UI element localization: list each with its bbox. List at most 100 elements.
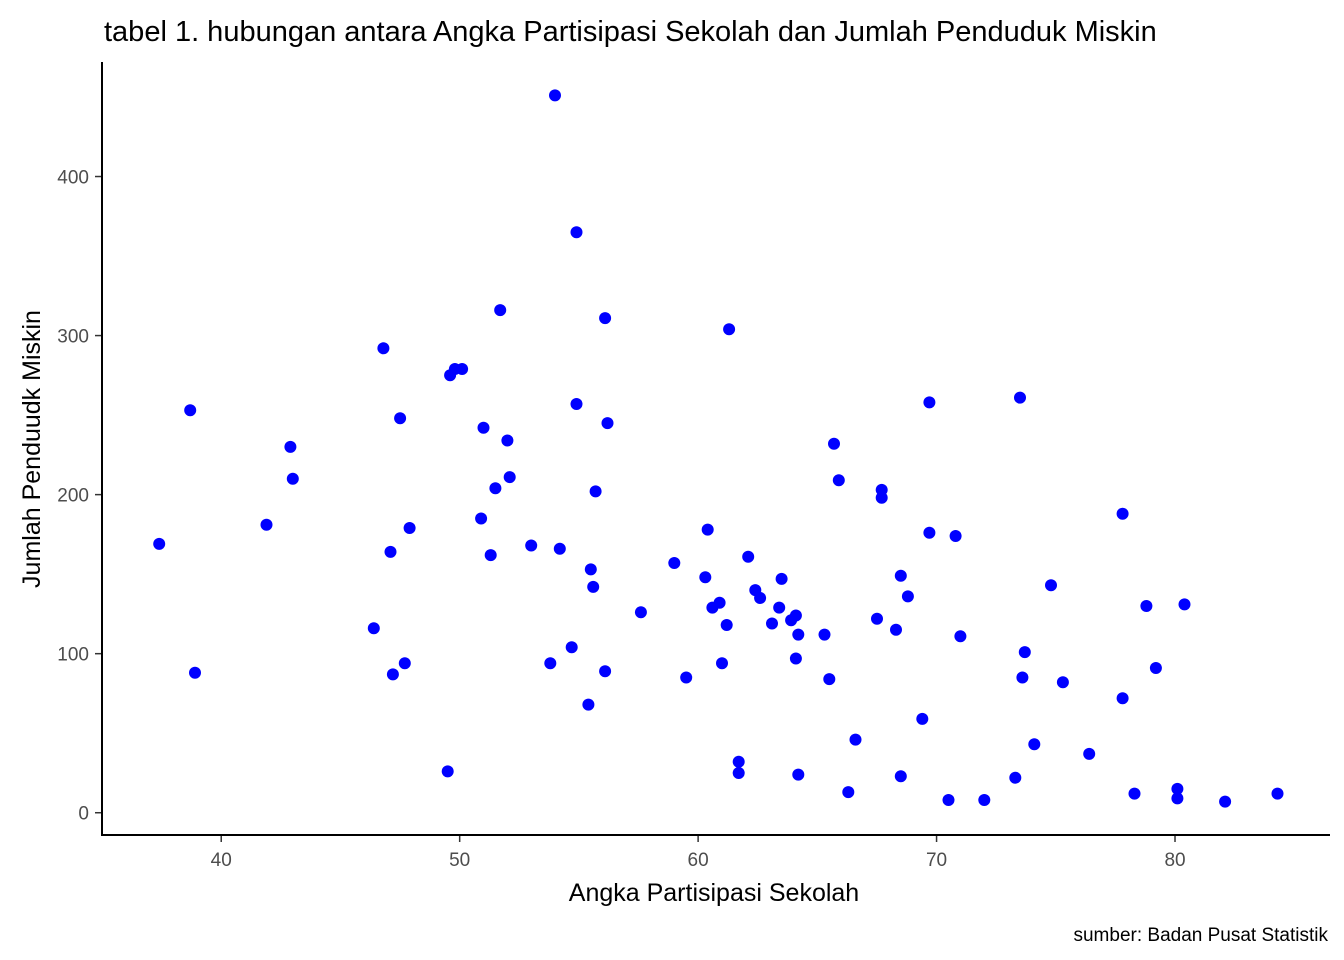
data-point-88 bbox=[1083, 747, 1096, 760]
data-point-76 bbox=[923, 526, 936, 539]
data-point-9 bbox=[386, 668, 399, 681]
x-tick-label-2: 60 bbox=[688, 850, 709, 871]
data-point-42 bbox=[701, 523, 714, 536]
data-point-69 bbox=[875, 491, 888, 504]
data-point-64 bbox=[832, 474, 845, 487]
data-point-77 bbox=[942, 794, 955, 806]
data-point-3 bbox=[260, 518, 273, 531]
y-tick-label-2: 200 bbox=[57, 486, 89, 507]
data-point-30 bbox=[570, 398, 583, 410]
data-point-34 bbox=[589, 485, 602, 498]
data-point-70 bbox=[890, 623, 902, 636]
data-point-29 bbox=[570, 226, 583, 239]
data-point-63 bbox=[828, 437, 840, 450]
data-point-40 bbox=[680, 671, 693, 684]
data-point-94 bbox=[1171, 782, 1184, 795]
data-point-49 bbox=[732, 767, 745, 779]
data-point-27 bbox=[553, 542, 566, 555]
data-point-10 bbox=[394, 412, 407, 425]
data-point-74 bbox=[916, 712, 929, 725]
data-point-35 bbox=[599, 312, 612, 325]
x-tick-label-1: 50 bbox=[449, 850, 470, 871]
data-point-98 bbox=[1271, 787, 1284, 800]
data-point-71 bbox=[894, 569, 907, 582]
y-tick-label-4: 400 bbox=[57, 168, 89, 189]
data-point-26 bbox=[549, 89, 561, 102]
data-point-85 bbox=[1028, 738, 1041, 751]
chart-caption: sumber: Badan Pusat Statistik bbox=[1073, 925, 1328, 946]
data-point-61 bbox=[818, 628, 831, 641]
data-point-2 bbox=[189, 666, 201, 679]
data-point-62 bbox=[823, 673, 836, 686]
data-point-57 bbox=[789, 609, 802, 622]
data-point-5 bbox=[286, 472, 299, 485]
data-point-87 bbox=[1056, 676, 1069, 689]
data-point-67 bbox=[871, 612, 883, 625]
data-point-1 bbox=[184, 404, 197, 417]
data-point-66 bbox=[849, 733, 862, 746]
data-point-59 bbox=[792, 628, 805, 641]
data-point-13 bbox=[441, 765, 454, 778]
data-point-22 bbox=[501, 434, 514, 447]
data-point-79 bbox=[954, 630, 967, 643]
data-point-83 bbox=[1016, 671, 1029, 684]
data-point-41 bbox=[699, 571, 712, 584]
data-point-6 bbox=[367, 622, 380, 635]
data-point-73 bbox=[901, 590, 914, 603]
data-point-21 bbox=[494, 304, 507, 317]
data-point-16 bbox=[456, 363, 469, 375]
data-point-46 bbox=[720, 619, 733, 631]
data-point-78 bbox=[949, 530, 962, 542]
data-point-48 bbox=[732, 755, 745, 768]
data-point-81 bbox=[1009, 771, 1022, 784]
x-ticks-layer: 40 50 60 70 80 bbox=[211, 836, 1186, 871]
data-point-86 bbox=[1045, 579, 1057, 592]
data-point-44 bbox=[713, 596, 726, 609]
data-point-65 bbox=[842, 786, 855, 799]
data-point-84 bbox=[1018, 646, 1031, 659]
data-point-20 bbox=[489, 482, 502, 495]
data-point-90 bbox=[1116, 692, 1129, 705]
data-point-11 bbox=[398, 657, 411, 670]
data-point-4 bbox=[284, 440, 297, 453]
data-point-95 bbox=[1171, 792, 1184, 805]
y-tick-label-1: 100 bbox=[57, 645, 89, 666]
data-point-89 bbox=[1116, 507, 1129, 520]
data-point-75 bbox=[923, 396, 936, 409]
data-point-92 bbox=[1140, 600, 1153, 612]
x-tick-label-3: 70 bbox=[926, 850, 947, 871]
data-point-36 bbox=[599, 665, 612, 678]
chart-title: tabel 1. hubungan antara Angka Partisipa… bbox=[104, 16, 1157, 48]
data-point-60 bbox=[792, 768, 805, 781]
data-point-12 bbox=[403, 522, 416, 534]
y-tick-label-3: 300 bbox=[57, 327, 89, 348]
data-point-25 bbox=[544, 657, 557, 670]
data-point-55 bbox=[775, 572, 788, 585]
data-point-38 bbox=[634, 606, 647, 619]
data-point-31 bbox=[582, 698, 595, 711]
data-point-0 bbox=[153, 537, 166, 550]
data-point-33 bbox=[587, 580, 600, 593]
data-point-97 bbox=[1219, 795, 1232, 808]
data-point-52 bbox=[754, 592, 767, 604]
x-tick-label-0: 40 bbox=[211, 850, 232, 871]
points-layer bbox=[153, 89, 1284, 808]
data-point-23 bbox=[503, 471, 516, 484]
data-point-93 bbox=[1149, 662, 1162, 674]
data-point-19 bbox=[484, 549, 497, 562]
x-axis-title: Angka Partisipasi Sekolah bbox=[569, 879, 859, 907]
data-point-24 bbox=[525, 539, 538, 552]
y-axis-title: Jumlah Penduudk Miskin bbox=[18, 310, 46, 588]
data-point-28 bbox=[565, 641, 578, 654]
data-point-17 bbox=[475, 512, 488, 525]
y-ticks-layer: 0 100 200 300 400 bbox=[57, 168, 101, 825]
data-point-39 bbox=[668, 557, 681, 569]
data-point-45 bbox=[716, 657, 728, 670]
data-point-91 bbox=[1128, 787, 1141, 800]
data-point-72 bbox=[894, 770, 907, 783]
data-point-47 bbox=[723, 323, 736, 336]
data-point-37 bbox=[601, 417, 614, 430]
data-point-50 bbox=[742, 550, 755, 563]
data-point-82 bbox=[1014, 391, 1026, 404]
